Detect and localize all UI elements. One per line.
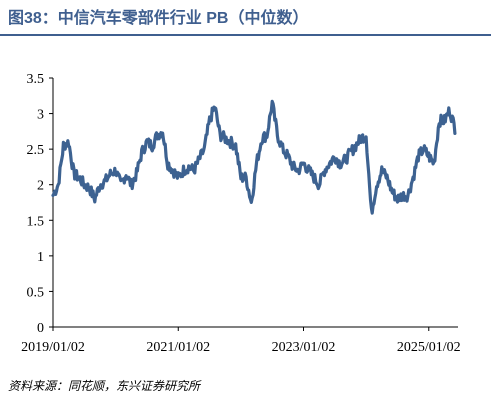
x-tick-label: 2019/01/02 [21,340,85,355]
x-tick-labels: 2019/01/02 2021/01/02 2023/01/02 2025/01/02 [21,340,461,355]
source-note: 资料来源：同花顺，东兴证券研究所 [8,379,201,393]
y-tick-label: 1.5 [27,214,45,229]
pb-series-line [51,99,457,215]
x-tick-label: 2025/01/02 [397,340,461,355]
chart-title: 图38：中信汽车零部件行业 PB（中位数） [8,10,309,27]
x-tick-label: 2023/01/02 [272,340,336,355]
y-tick-label: 0 [37,321,44,336]
y-tick-label: 1 [37,250,44,265]
y-tick-label: 2.5 [27,143,45,158]
x-tick-label: 2021/01/02 [146,340,210,355]
y-tick-labels: 0 0.5 1 1.5 2 2.5 3 3.5 [27,72,45,336]
y-tick-label: 2 [37,179,44,194]
y-tick-label: 0.5 [27,285,45,300]
y-tick-label: 3 [37,108,44,123]
y-tick-label: 3.5 [27,72,45,87]
title-rule [0,34,491,36]
axes [49,77,458,331]
